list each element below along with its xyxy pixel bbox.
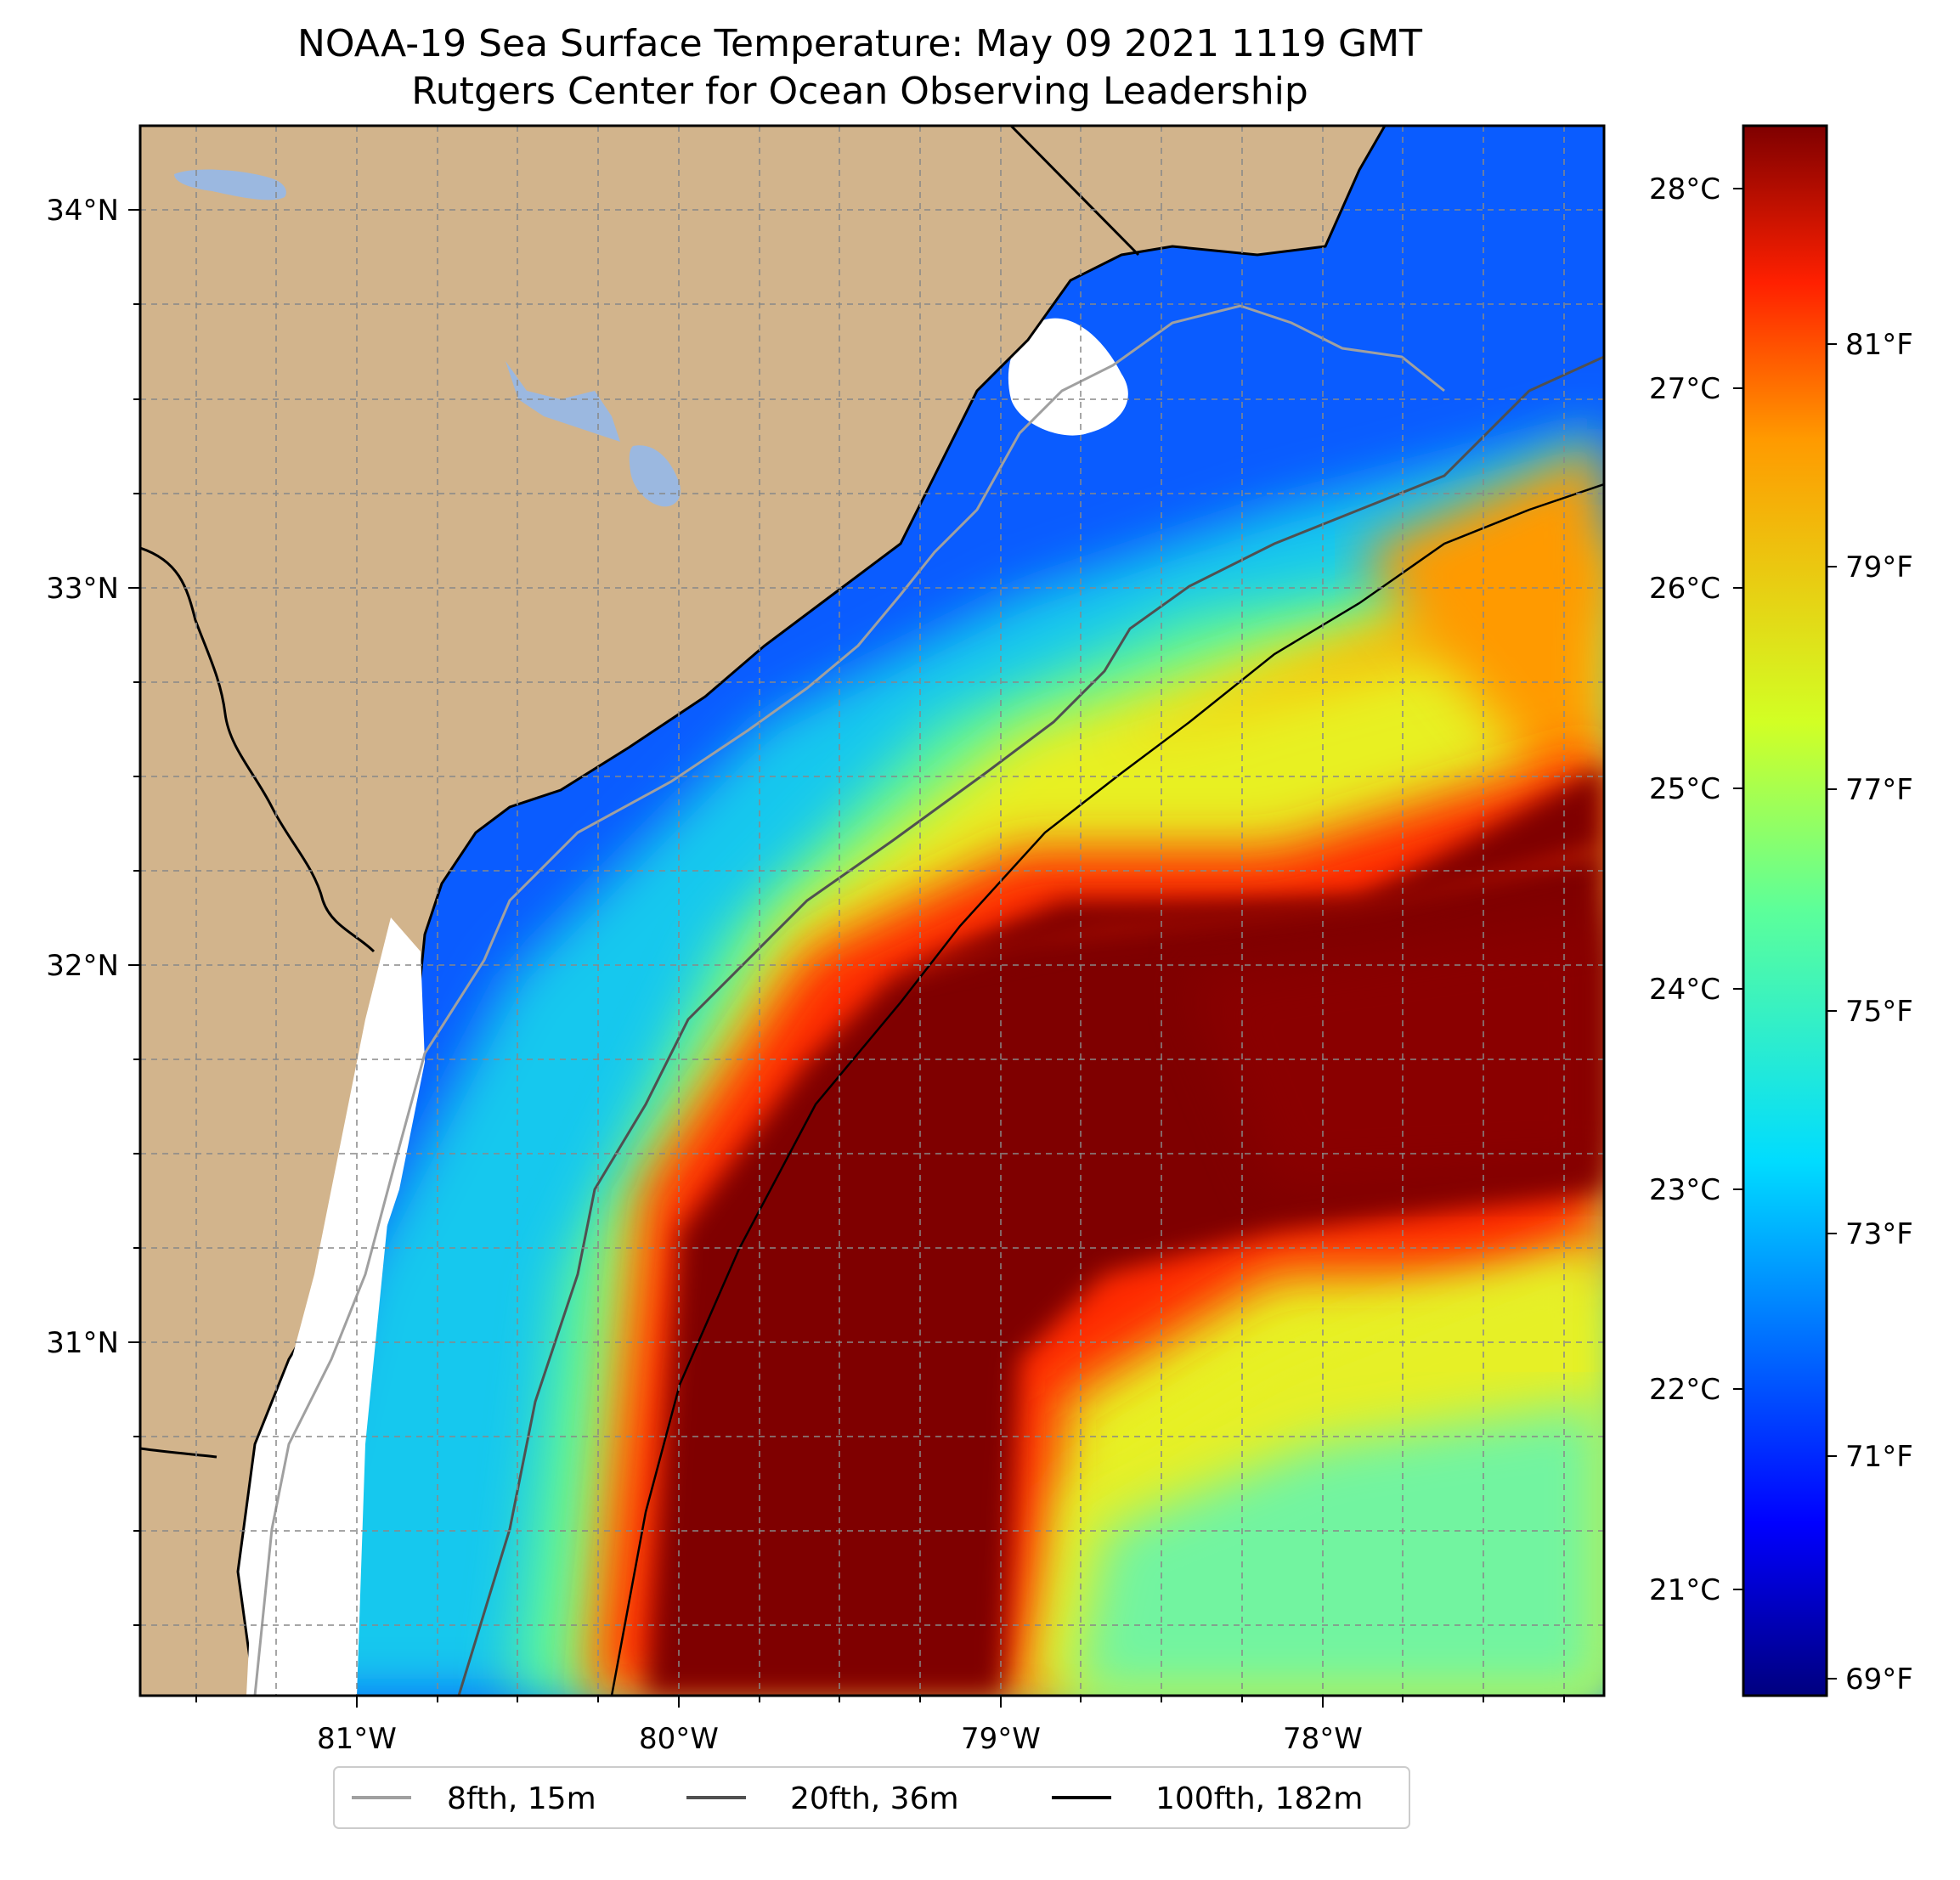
- longitude-labels: 81°W 80°W 79°W 78°W: [317, 1722, 1363, 1756]
- lon-label: 79°W: [961, 1722, 1041, 1756]
- lon-label: 80°W: [639, 1722, 719, 1756]
- fahrenheit-tick: 77°F: [1845, 773, 1913, 807]
- colorbar-celsius-labels: 28°C 27°C 26°C 25°C 24°C 23°C 22°C 21°C: [1649, 172, 1720, 1607]
- lakes: [174, 169, 681, 507]
- legend-label-182m: 100fth, 182m: [1155, 1781, 1363, 1816]
- lat-label: 32°N: [46, 949, 119, 983]
- land: [140, 126, 1387, 1696]
- lat-label: 31°N: [46, 1326, 119, 1360]
- lon-label: 78°W: [1283, 1722, 1363, 1756]
- celsius-tick: 25°C: [1649, 772, 1720, 806]
- axis-ticks: [128, 209, 1565, 1708]
- legend-label-15m: 8fth, 15m: [447, 1781, 596, 1816]
- celsius-tick: 21°C: [1649, 1573, 1720, 1607]
- sst-field: [140, 126, 1604, 1696]
- fahrenheit-tick: 71°F: [1845, 1440, 1913, 1474]
- gridlines: [140, 126, 1604, 1696]
- isobaths: [253, 304, 1604, 1696]
- latitude-labels: 34°N 33°N 32°N 31°N: [46, 194, 119, 1360]
- colorbar: 28°C 27°C 26°C 25°C 24°C 23°C 22°C 21°C …: [1649, 124, 1913, 1697]
- lat-label: 34°N: [46, 194, 119, 228]
- fahrenheit-tick: 81°F: [1845, 328, 1913, 362]
- celsius-tick: 23°C: [1649, 1173, 1720, 1207]
- fahrenheit-tick: 79°F: [1845, 550, 1913, 584]
- lon-label: 81°W: [317, 1722, 397, 1756]
- fahrenheit-tick: 73°F: [1845, 1217, 1913, 1251]
- celsius-tick: 22°C: [1649, 1373, 1720, 1407]
- celsius-tick: 27°C: [1649, 372, 1720, 406]
- title-line-2: Rutgers Center for Ocean Observing Leade…: [411, 70, 1308, 113]
- celsius-tick: 28°C: [1649, 172, 1720, 206]
- title-line-1: NOAA-19 Sea Surface Temperature: May 09 …: [297, 22, 1422, 65]
- fahrenheit-tick: 69°F: [1845, 1663, 1913, 1697]
- colorbar-fahrenheit-labels: 81°F 79°F 77°F 75°F 73°F 71°F 69°F: [1845, 328, 1913, 1697]
- legend-box: [333, 1766, 1410, 1829]
- state-boundaries: [140, 126, 1140, 1459]
- celsius-tick: 26°C: [1649, 572, 1720, 606]
- isobath-36m: [457, 355, 1604, 1696]
- colorbar-gradient: [1742, 124, 1828, 1697]
- lat-label: 33°N: [46, 572, 119, 606]
- isobath-182m: [610, 483, 1604, 1696]
- fahrenheit-tick: 75°F: [1845, 995, 1913, 1029]
- legend-label-36m: 20fth, 36m: [790, 1781, 959, 1816]
- map-panel: [140, 126, 1604, 1696]
- isobath-legend: 8fth, 15m 20fth, 36m 100fth, 182m: [333, 1766, 1410, 1829]
- celsius-tick: 24°C: [1649, 973, 1720, 1007]
- isobath-15m: [253, 304, 1445, 1696]
- map-frame: [138, 124, 1606, 1697]
